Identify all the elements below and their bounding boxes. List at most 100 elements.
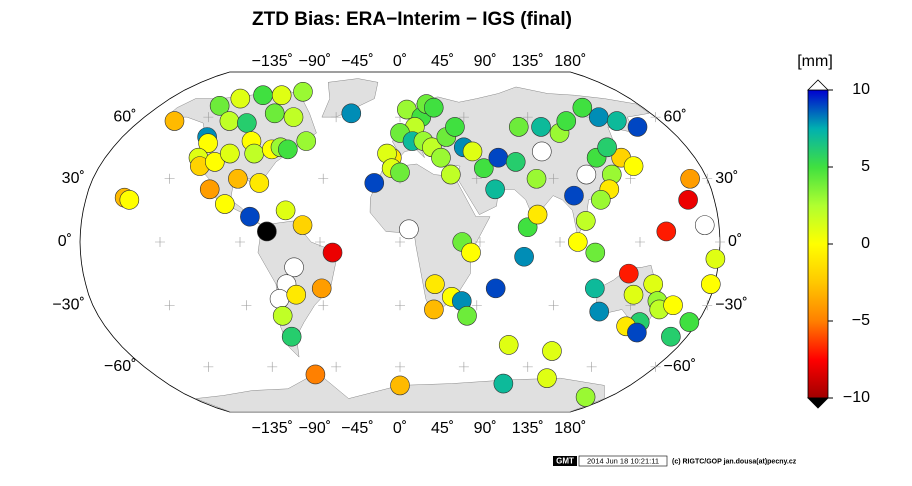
y-tick-label-right: 30˚: [715, 170, 738, 187]
timestamp: 2014 Jun 18 10:21:11: [587, 456, 659, 465]
station: [575, 387, 596, 407]
x-tick-label-bottom: −135˚: [252, 420, 293, 437]
station: [679, 312, 700, 332]
station: [219, 111, 240, 131]
station: [228, 168, 248, 189]
station: [220, 143, 240, 164]
station: [322, 242, 343, 263]
station: [643, 274, 663, 294]
station: [498, 335, 519, 355]
station: [341, 103, 362, 124]
station: [462, 141, 483, 162]
graticule-cross: [164, 173, 175, 184]
x-tick-label-bottom: −45˚: [341, 420, 373, 437]
station: [296, 131, 317, 151]
y-tick-label-left: −60˚: [104, 358, 136, 375]
colorbar-tick-label: 10: [852, 81, 870, 98]
station: [275, 200, 296, 221]
y-tick-label-left: 30˚: [62, 170, 85, 187]
credit: (c) RIGTC/GOP jan.dousa(at)pecny.cz: [672, 458, 797, 465]
x-tick-label-top: −135˚: [252, 53, 293, 70]
x-tick-label-top: 180˚: [554, 53, 586, 70]
x-tick-label-bottom: 135˚: [512, 420, 544, 437]
station: [293, 81, 313, 102]
station: [278, 139, 298, 160]
station: [457, 305, 477, 326]
graticule-cross: [318, 300, 329, 311]
station: [286, 284, 307, 305]
station: [399, 219, 419, 240]
graticule-cross: [331, 112, 342, 123]
graticule-cross: [522, 112, 533, 123]
station: [678, 190, 698, 210]
colorbar-tick-label: 5: [861, 158, 870, 175]
station: [215, 194, 235, 214]
graticule-cross: [235, 237, 245, 247]
x-tick-label-top: 45˚: [431, 53, 454, 70]
station: [425, 274, 445, 294]
station: [488, 147, 509, 168]
station: [705, 249, 726, 269]
station: [445, 117, 465, 137]
station: [230, 88, 251, 109]
x-tick-label-bottom: 90˚: [474, 420, 497, 437]
station: [694, 215, 715, 235]
station: [591, 190, 611, 210]
x-tick-label-top: 0˚: [393, 53, 407, 70]
station: [485, 179, 505, 200]
station: [283, 107, 304, 127]
station: [119, 190, 140, 210]
station: [199, 179, 220, 200]
x-tick-label-bottom: −90˚: [299, 420, 331, 437]
graticule-cross: [475, 237, 485, 247]
station: [567, 232, 588, 252]
station: [271, 85, 292, 105]
station: [588, 107, 609, 127]
station: [623, 284, 644, 305]
station: [607, 111, 627, 131]
x-tick-label-top: −45˚: [341, 53, 373, 70]
graticule-cross: [635, 237, 645, 247]
station: [493, 373, 514, 394]
station: [661, 326, 681, 347]
station: [656, 221, 677, 242]
graticule-cross: [522, 361, 533, 372]
station: [505, 152, 526, 172]
graticule-cross: [715, 237, 725, 247]
station: [364, 173, 385, 193]
graticule-cross: [702, 300, 713, 311]
graticule-cross: [155, 237, 165, 247]
x-tick-label-top: 90˚: [474, 53, 497, 70]
x-tick-label-bottom: 0˚: [393, 420, 407, 437]
graticule-cross: [548, 300, 559, 311]
y-tick-label-right: 60˚: [664, 108, 687, 125]
graticule-cross: [458, 361, 469, 372]
graticule-cross: [267, 361, 278, 372]
station: [390, 162, 410, 183]
station: [253, 85, 273, 105]
graticule-cross: [548, 173, 559, 184]
graticule-cross: [241, 300, 252, 311]
station: [292, 215, 313, 235]
colorbar-label: [mm]: [797, 53, 833, 70]
station: [514, 246, 534, 267]
station: [198, 133, 218, 153]
station: [473, 158, 494, 179]
y-tick-label-right: 0˚: [728, 233, 742, 250]
station: [531, 141, 552, 162]
graticule-cross: [702, 173, 713, 184]
station: [305, 364, 326, 385]
graticule-cross: [331, 361, 342, 372]
graticule-cross: [586, 361, 597, 372]
station: [269, 289, 290, 309]
station: [576, 211, 596, 231]
graticule-cross: [625, 173, 636, 184]
timestamp-box: [578, 455, 668, 467]
colorbar-over: [807, 79, 829, 91]
station: [441, 164, 461, 185]
colorbar: [807, 89, 829, 399]
station: [244, 143, 264, 164]
x-tick-label-bottom: 180˚: [554, 420, 586, 437]
station: [249, 173, 270, 193]
colorbar-under: [807, 397, 829, 409]
